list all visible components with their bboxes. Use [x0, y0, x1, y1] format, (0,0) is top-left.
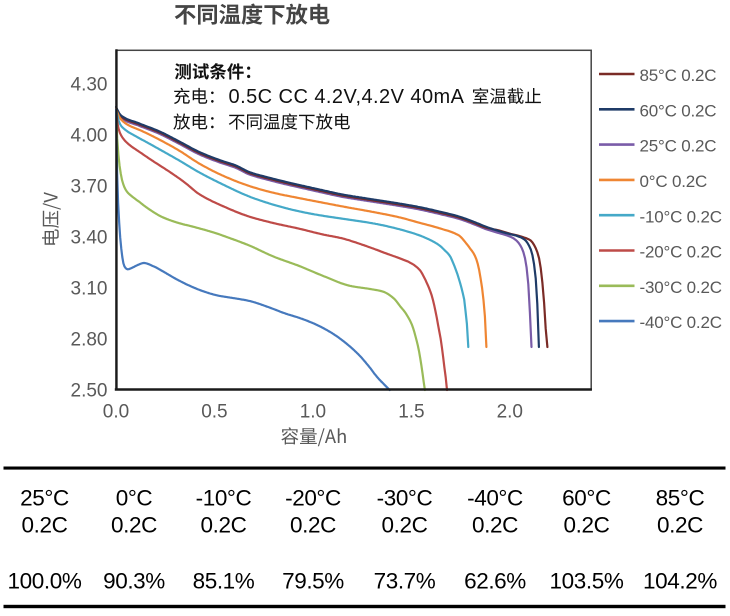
svg-text:0.0: 0.0 [103, 402, 129, 423]
svg-text:85.1%: 85.1% [193, 569, 255, 594]
svg-text:60°C 0.2C: 60°C 0.2C [640, 101, 717, 120]
svg-text:1.5: 1.5 [398, 402, 424, 423]
svg-text:4.00: 4.00 [71, 126, 108, 147]
svg-text:3.40: 3.40 [71, 228, 108, 249]
svg-text:103.5%: 103.5% [550, 569, 624, 594]
svg-text:60°C: 60°C [562, 486, 611, 511]
svg-text:62.6%: 62.6% [464, 569, 526, 594]
svg-text:0°C 0.2C: 0°C 0.2C [640, 172, 708, 191]
svg-text:0.2C: 0.2C [201, 512, 247, 537]
svg-text:90.3%: 90.3% [103, 569, 165, 594]
svg-text:25°C 0.2C: 25°C 0.2C [640, 137, 717, 156]
svg-text:0°C: 0°C [116, 486, 153, 511]
svg-text:0.2C: 0.2C [472, 512, 518, 537]
svg-text:-10°C: -10°C [196, 486, 252, 511]
svg-text:-40°C: -40°C [467, 486, 523, 511]
svg-text:0.2C: 0.2C [111, 512, 157, 537]
svg-text:-20°C 0.2C: -20°C 0.2C [640, 243, 722, 262]
svg-text:85°C: 85°C [656, 486, 705, 511]
svg-text:0.2C: 0.2C [290, 512, 336, 537]
svg-text:100.0%: 100.0% [8, 569, 82, 594]
svg-text:0.2C: 0.2C [22, 512, 68, 537]
svg-text:2.50: 2.50 [71, 381, 108, 402]
svg-text:-20°C: -20°C [285, 486, 341, 511]
svg-text:3.70: 3.70 [71, 177, 108, 198]
svg-text:-40°C 0.2C: -40°C 0.2C [640, 313, 722, 332]
svg-text:-30°C: -30°C [377, 486, 433, 511]
svg-text:0.5: 0.5 [201, 402, 227, 423]
svg-text:0.2C: 0.2C [564, 512, 610, 537]
svg-text:25°C: 25°C [20, 486, 69, 511]
svg-text:0.5C CC 4.2V,4.2V 40mA: 0.5C CC 4.2V,4.2V 40mA [229, 86, 465, 108]
svg-text:0.2C: 0.2C [657, 512, 703, 537]
svg-text:1.0: 1.0 [300, 402, 326, 423]
svg-text:-30°C 0.2C: -30°C 0.2C [640, 278, 722, 297]
svg-text:104.2%: 104.2% [643, 569, 717, 594]
svg-text:73.7%: 73.7% [374, 569, 436, 594]
svg-text:2.0: 2.0 [497, 402, 523, 423]
svg-text:85°C 0.2C: 85°C 0.2C [640, 66, 717, 85]
svg-text:0.2C: 0.2C [382, 512, 428, 537]
svg-text:-10°C 0.2C: -10°C 0.2C [640, 207, 722, 226]
svg-text:3.10: 3.10 [71, 279, 108, 300]
svg-text:79.5%: 79.5% [282, 569, 344, 594]
svg-text:2.80: 2.80 [71, 330, 108, 351]
svg-text:4.30: 4.30 [71, 75, 108, 96]
